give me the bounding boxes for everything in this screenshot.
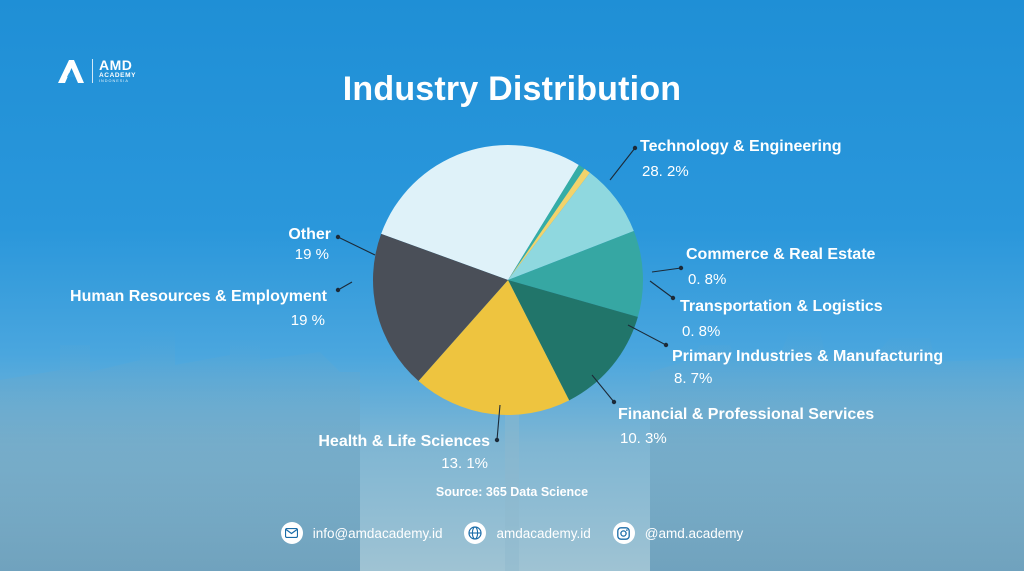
leader-dot-1 (632, 145, 638, 151)
mail-icon (280, 522, 303, 544)
pie-slice-7 (418, 280, 570, 415)
logo-divider (92, 59, 93, 83)
brand-name: AMD (99, 56, 133, 73)
amd-logo-icon (58, 60, 84, 83)
slice-value-6: 13. 1% (441, 455, 488, 472)
slice-label-1: Technology & Engineering (640, 138, 842, 155)
slice-value-5: 10. 3% (620, 430, 667, 447)
slice-value-1: 28. 2% (642, 163, 689, 180)
contact-footer: info@amdacademy.id amdacademy.id @amd.ac… (0, 520, 1024, 546)
slice-value-3: 0. 8% (682, 323, 720, 340)
page-title: Industry Distribution (342, 70, 682, 108)
slice-label-6: Health & Life Sciences (318, 433, 490, 450)
contact-instagram[interactable]: @amd.academy (612, 522, 744, 544)
leader-line-5 (591, 374, 615, 403)
leader-dot-8 (335, 234, 341, 240)
globe-icon (464, 522, 487, 544)
pie-slice-2 (508, 165, 585, 280)
brand-region: INDONESIA (99, 79, 129, 84)
contact-instagram-text: @amd.academy (644, 525, 744, 541)
leader-line-4 (627, 324, 667, 346)
leader-line-8 (337, 236, 376, 256)
slice-label-4: Primary Industries & Manufacturing (672, 348, 943, 365)
leader-dot-3 (670, 295, 676, 301)
instagram-icon (612, 522, 635, 544)
pie-slice-1 (381, 145, 579, 280)
slice-label-2: Commerce & Real Estate (686, 246, 876, 263)
pie-slice-4 (508, 172, 634, 280)
pie-slice-3 (508, 168, 590, 280)
slice-value-7: 19 % (291, 312, 325, 329)
slice-value-2: 0. 8% (688, 271, 726, 288)
slice-label-3: Transportation & Logistics (680, 298, 883, 315)
contact-website[interactable]: amdacademy.id (464, 522, 591, 544)
slice-label-8: Other (288, 226, 331, 243)
leader-line-6 (496, 404, 501, 441)
leader-line-3 (649, 280, 674, 299)
source-note: Source: 365 Data Science (435, 485, 589, 499)
leader-dot-6 (494, 437, 500, 443)
pie-slice-6 (508, 280, 638, 401)
leader-dot-5 (611, 399, 617, 405)
contact-email[interactable]: info@amdacademy.id (280, 522, 443, 544)
contact-website-text: amdacademy.id (496, 525, 591, 541)
leader-dot-7 (335, 287, 341, 293)
leader-dot-2 (678, 265, 684, 271)
slice-label-5: Financial & Professional Services (618, 406, 874, 423)
leader-dot-4 (663, 342, 669, 348)
pie-slice-5 (508, 231, 643, 317)
slice-value-4: 8. 7% (674, 370, 712, 387)
leader-line-2 (651, 267, 682, 273)
pie-slice-8 (373, 233, 508, 382)
slice-label-7: Human Resources & Employment (70, 288, 328, 305)
slice-value-8: 19 % (295, 246, 329, 263)
brand-logo[interactable]: AMD ACADEMY INDONESIA (56, 57, 136, 85)
contact-email-text: info@amdacademy.id (312, 525, 443, 541)
leader-line-1 (609, 147, 636, 181)
brand-sub: ACADEMY (99, 71, 137, 79)
leader-line-7 (337, 281, 353, 291)
